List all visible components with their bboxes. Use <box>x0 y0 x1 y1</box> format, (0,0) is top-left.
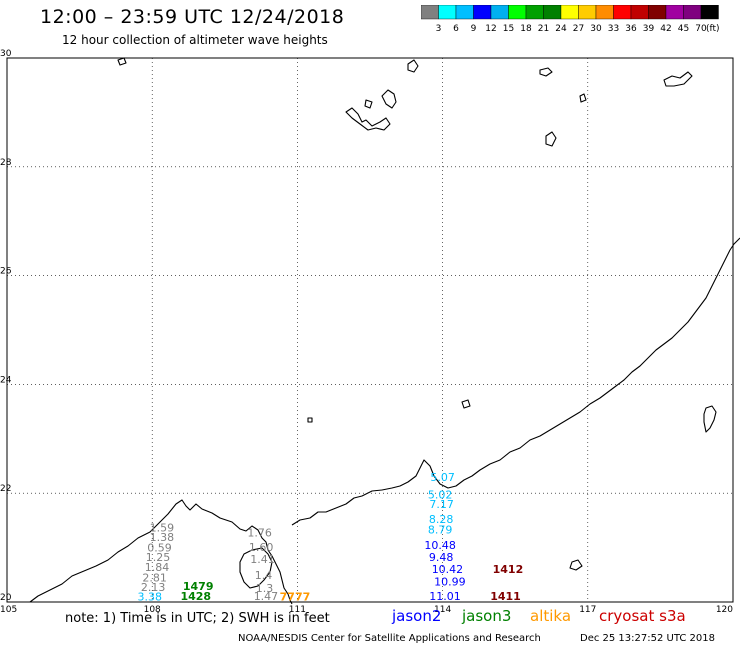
generated-timestamp: Dec 25 13:27:52 UTC 2018 <box>580 633 715 644</box>
wave-height-label: 1.25 <box>146 551 171 564</box>
wave-height-label: 1412 <box>493 563 524 576</box>
wave-height-label: 8.79 <box>428 523 453 536</box>
island-amami-2 <box>539 67 553 77</box>
wave-height-label: 11.01 <box>429 590 461 603</box>
wave-height-label: 10.99 <box>434 576 466 589</box>
legend-cryosat: cryosat s3a <box>599 607 686 625</box>
wave-height-label: 1.60 <box>249 541 274 554</box>
colorbar-label: 39 <box>643 24 655 34</box>
wave-height-label: 9.48 <box>429 551 454 564</box>
island-okinawa-1 <box>345 107 391 131</box>
x-tick-label: 114 <box>434 605 451 615</box>
wave-height-label: 8.28 <box>429 513 454 526</box>
x-tick-label: 108 <box>144 605 161 615</box>
credit-text: NOAA/NESDIS Center for Satellite Applica… <box>238 633 541 644</box>
colorbar-label: 42 <box>660 24 671 34</box>
plot-border <box>6 57 734 603</box>
colorbar-label: 30 <box>590 24 602 34</box>
wave-height-label: 1479 <box>183 580 214 593</box>
wave-height-label: 1.41 <box>250 553 275 566</box>
island-amami-1 <box>407 59 419 73</box>
island-yaeyama-4 <box>117 57 127 66</box>
wave-height-label: 5.07 <box>430 471 455 484</box>
wave-height-label: 2.13 <box>141 581 166 594</box>
x-tick-label: 120 <box>716 605 733 615</box>
wave-height-label: 2.81 <box>142 571 167 584</box>
colorbar-label: 36 <box>625 24 637 34</box>
wave-height-labels: 1.591.380.591.251.842.812.133.38 14791428… <box>138 471 524 603</box>
colorbar-label: 21 <box>538 24 549 34</box>
island-coastal-1 <box>461 399 471 409</box>
coastline-mainland <box>29 499 293 605</box>
gridlines <box>6 57 734 603</box>
chart-subtitle: 12 hour collection of altimeter wave hei… <box>62 33 328 47</box>
island-okinawa-2 <box>381 89 397 109</box>
y-tick-label: 26 <box>0 267 12 277</box>
wave-height-label: 0.59 <box>147 541 172 554</box>
wave-height-label: 10.48 <box>424 539 456 552</box>
x-tick-label: 111 <box>289 605 306 615</box>
y-tick-label: 28 <box>0 158 12 168</box>
wave-height-label: 7.17 <box>429 498 454 511</box>
x-tick-label: 117 <box>579 605 596 615</box>
axis-tick-labels: 105 108 111 114 117 120 20 22 24 26 28 30 <box>0 49 733 615</box>
wave-height-label: 1.84 <box>145 561 170 574</box>
legend-jason3: jason3 <box>462 607 512 625</box>
coastline-south-china <box>291 237 740 526</box>
island-yaeyama-1 <box>663 71 693 87</box>
colorbar-unit: (ft) <box>706 24 720 34</box>
island-yaeyama-2 <box>545 131 557 147</box>
island-taiwan <box>703 405 717 433</box>
wave-height-label: 1411 <box>490 590 521 603</box>
units-note: note: 1) Time is in UTC; 2) SWH is in fe… <box>65 611 330 626</box>
y-tick-label: 20 <box>0 593 12 603</box>
wave-height-label: 1428 <box>180 590 211 603</box>
wave-height-label: 1.3 <box>256 582 274 595</box>
island-coastal-3 <box>307 417 313 423</box>
colorbar-swatch <box>700 5 719 20</box>
colorbar-label: 27 <box>573 24 584 34</box>
y-tick-label: 22 <box>0 484 11 494</box>
colorbar-label: 15 <box>503 24 514 34</box>
island-okinawa-3 <box>364 99 373 109</box>
wave-height-label: 1.76 <box>247 527 272 540</box>
wave-height-label: 1.38 <box>150 531 175 544</box>
colorbar-label: 18 <box>520 24 532 34</box>
colorbar-label: 70 <box>695 24 707 34</box>
y-tick-label: 30 <box>0 49 12 59</box>
y-tick-label: 24 <box>0 375 12 385</box>
colorbar-label: 24 <box>555 24 567 34</box>
wave-height-label: 7777 <box>280 590 311 603</box>
chart-title: 12:00 – 23:59 UTC 12/24/2018 <box>40 6 345 28</box>
wave-height-label: 1.47 <box>254 590 279 603</box>
colorbar-label: 6 <box>453 24 459 34</box>
colorbar-label: 12 <box>485 24 496 34</box>
island-coastal-2 <box>569 559 583 571</box>
x-tick-label: 105 <box>0 605 17 615</box>
colorbar-legend: 3 6 9 12 15 18 21 24 27 30 33 36 39 42 45 70 (ft) <box>421 5 720 34</box>
colorbar-label: 9 <box>471 24 477 34</box>
wave-height-label: 3.38 <box>138 590 163 603</box>
coastline <box>29 57 740 605</box>
wave-height-label: 10.42 <box>432 563 464 576</box>
coastline-hainan <box>239 547 273 589</box>
island-yaeyama-3 <box>579 93 587 103</box>
legend-altika: altika <box>530 607 572 625</box>
legend-jason2: jason2 <box>392 607 442 625</box>
colorbar-label: 45 <box>678 24 689 34</box>
wave-height-label: 1.59 <box>150 521 175 534</box>
plot-frame <box>6 57 734 603</box>
wave-height-label: 1.4 <box>255 569 273 582</box>
wave-height-label: 5.02 <box>428 489 453 502</box>
colorbar-label: 3 <box>436 24 442 34</box>
colorbar-label: 33 <box>608 24 619 34</box>
